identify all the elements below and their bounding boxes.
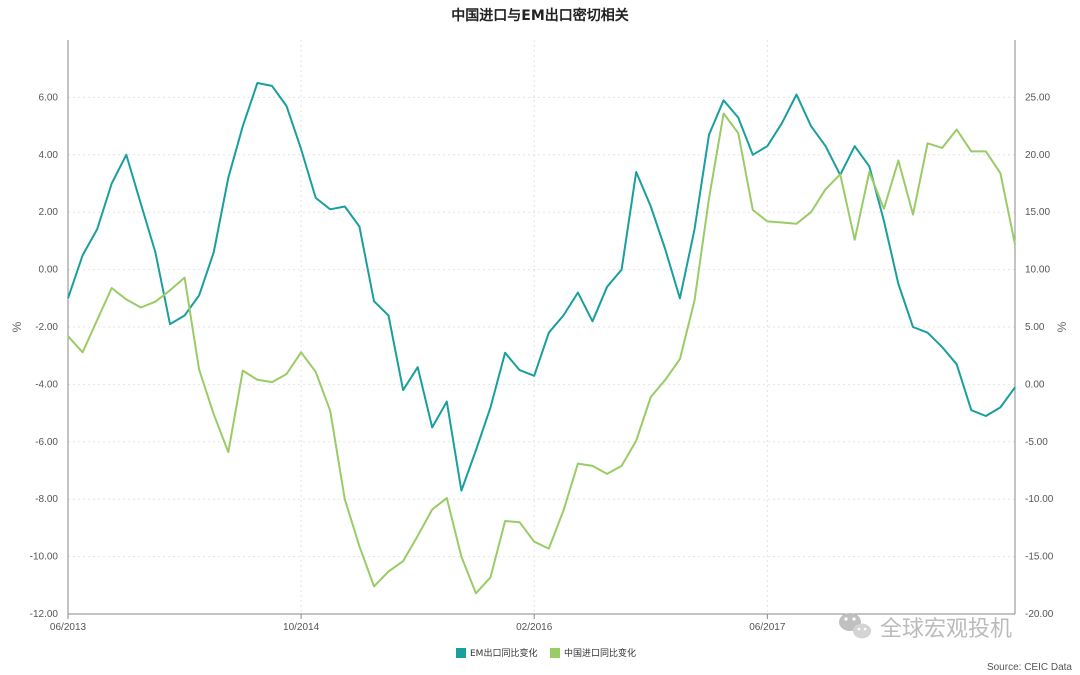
left-tick-label: 2.00 — [39, 207, 59, 218]
watermark: 全球宏观投机 — [839, 613, 1012, 642]
right-axis-ticks: -20.00 -15.00 -10.00 -5.00 0.00 5.00 10.00 15.0… — [1025, 92, 1054, 620]
left-tick-label: -4.00 — [35, 379, 58, 390]
left-axis-ticks: -12.00 -10.00 -8.00 -6.00 -4.00 -2.00 0.00 2.00… — [30, 92, 59, 620]
axes — [67, 40, 1016, 615]
series-line-china-imports — [67, 112, 1016, 595]
watermark-text: 全球宏观投机 — [880, 617, 1012, 642]
right-tick-label: 10.00 — [1025, 265, 1050, 276]
right-tick-label: -10.00 — [1025, 494, 1054, 505]
right-tick-label: 15.00 — [1025, 207, 1050, 218]
right-tick-label: 20.00 — [1025, 150, 1050, 161]
left-tick-label: -8.00 — [35, 494, 58, 505]
legend-label-em-exports: EM出口同比变化 — [470, 647, 537, 659]
x-tick-label: 10/2014 — [283, 622, 320, 633]
left-tick-label: 4.00 — [39, 150, 59, 161]
right-tick-label: -20.00 — [1025, 609, 1054, 620]
source-note: Source: CEIC Data — [987, 662, 1072, 673]
legend: EM出口同比变化 中国进口同比变化 — [456, 647, 636, 659]
left-axis-unit: % — [10, 321, 24, 332]
chart-title: 中国进口与EM出口密切相关 — [451, 7, 629, 24]
left-tick-label: 6.00 — [39, 92, 59, 103]
legend-swatch-em-exports — [456, 648, 466, 658]
right-tick-label: 0.00 — [1025, 379, 1045, 390]
left-tick-label: -10.00 — [30, 552, 59, 563]
legend-swatch-china-imports — [550, 648, 560, 658]
x-tick-label: 06/2017 — [749, 622, 786, 633]
right-tick-label: 25.00 — [1025, 92, 1050, 103]
left-tick-label: 0.00 — [39, 265, 59, 276]
series-line-em-exports — [67, 82, 1016, 492]
x-tick-label: 02/2016 — [516, 622, 553, 633]
right-tick-label: 5.00 — [1025, 322, 1045, 333]
right-tick-label: -5.00 — [1025, 437, 1048, 448]
grid-lines — [67, 40, 1015, 615]
left-tick-label: -6.00 — [35, 437, 58, 448]
left-tick-label: -12.00 — [30, 609, 59, 620]
right-tick-label: -15.00 — [1025, 552, 1054, 563]
left-tick-label: -2.00 — [35, 322, 58, 333]
right-axis-unit: % — [1055, 321, 1069, 332]
x-axis-ticks: 06/2013 10/2014 02/2016 06/2017 — [50, 614, 786, 633]
legend-label-china-imports: 中国进口同比变化 — [564, 647, 636, 659]
wechat-icon — [839, 613, 871, 639]
x-tick-label: 06/2013 — [50, 622, 87, 633]
series-lines — [67, 82, 1016, 595]
